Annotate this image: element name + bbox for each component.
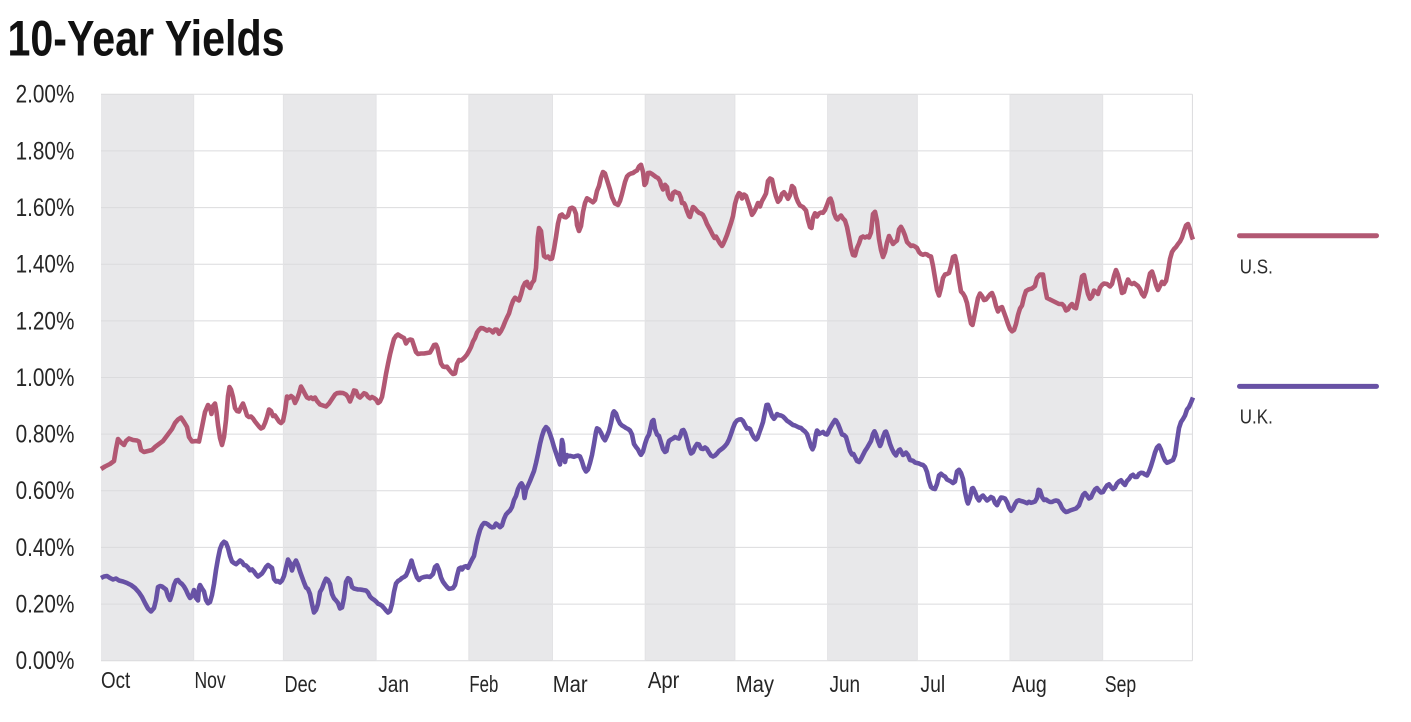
svg-text:0.60%: 0.60% <box>16 477 75 505</box>
svg-text:0.40%: 0.40% <box>16 534 75 562</box>
svg-text:1.20%: 1.20% <box>16 307 75 335</box>
svg-text:U.S.: U.S. <box>1240 256 1273 278</box>
svg-text:1.00%: 1.00% <box>16 364 75 392</box>
svg-text:0.80%: 0.80% <box>16 421 75 449</box>
svg-text:0.20%: 0.20% <box>16 591 75 619</box>
svg-text:Dec: Dec <box>285 671 317 697</box>
svg-text:Sep: Sep <box>1105 671 1136 697</box>
svg-text:Oct: Oct <box>101 667 131 693</box>
svg-text:May: May <box>736 671 775 697</box>
svg-text:Jul: Jul <box>920 671 945 697</box>
svg-text:0.00%: 0.00% <box>16 647 75 675</box>
svg-text:Apr: Apr <box>648 667 680 693</box>
svg-text:Nov: Nov <box>195 667 226 693</box>
svg-text:1.60%: 1.60% <box>16 194 75 222</box>
svg-text:1.80%: 1.80% <box>16 137 75 165</box>
svg-text:Aug: Aug <box>1012 671 1047 697</box>
svg-text:Feb: Feb <box>469 671 498 697</box>
svg-text:Jan: Jan <box>378 671 409 697</box>
svg-text:Jun: Jun <box>830 671 861 697</box>
svg-text:1.40%: 1.40% <box>16 251 75 279</box>
svg-text:Mar: Mar <box>553 671 588 697</box>
svg-text:10-Year Yields: 10-Year Yields <box>8 11 285 67</box>
svg-text:2.00%: 2.00% <box>16 81 75 109</box>
svg-text:U.K.: U.K. <box>1240 406 1273 428</box>
